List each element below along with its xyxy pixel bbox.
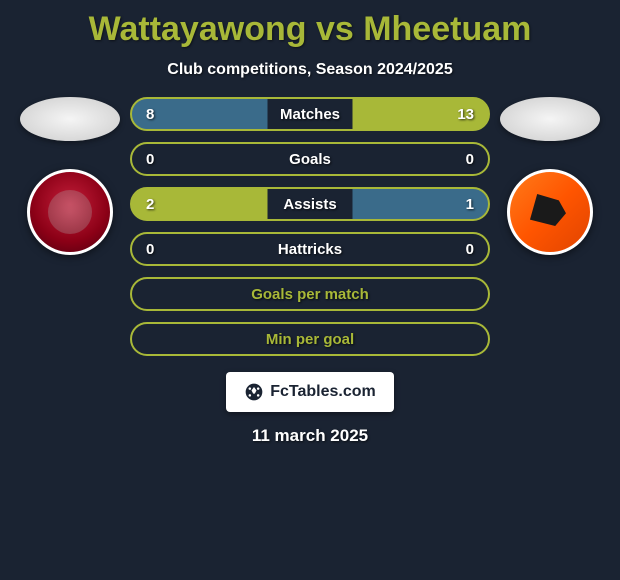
comparison-subtitle: Club competitions, Season 2024/2025 [167,61,452,79]
stat-label: Goals [289,151,331,168]
left-player-photo [20,97,120,141]
stat-right-value: 0 [450,241,474,258]
soccer-icon [244,382,264,402]
stat-left-value: 2 [146,196,170,213]
footer-area: FcTables.com 11 march 2025 [226,372,394,446]
stat-left-value: 0 [146,151,170,168]
stat-left-value: 0 [146,241,170,258]
stat-label: Goals per match [251,286,369,303]
comparison-date: 11 march 2025 [252,426,368,446]
stat-left-value: 8 [146,106,170,123]
branding-logo: FcTables.com [226,372,394,412]
stat-right-value: 1 [450,196,474,213]
stat-right-value: 0 [450,151,474,168]
stat-row: Min per goal [130,322,490,356]
stat-label: Assists [283,196,336,213]
stat-label: Hattricks [278,241,342,258]
right-club-badge [507,169,593,255]
stat-row: Goals per match [130,277,490,311]
stats-column: 8 Matches 13 0 Goals 0 2 Assists 1 0 Hattricks 0 Goa… [130,97,490,356]
stat-row: 2 Assists 1 [130,187,490,221]
stat-row: 0 Hattricks 0 [130,232,490,266]
right-player-photo [500,97,600,141]
stat-row: 8 Matches 13 [130,97,490,131]
comparison-title: Wattayawong vs Mheetuam [89,10,532,49]
left-club-badge [27,169,113,255]
right-player-side [490,97,610,255]
left-player-side [10,97,130,255]
main-comparison-area: 8 Matches 13 0 Goals 0 2 Assists 1 0 Hattricks 0 Goa… [0,97,620,356]
stat-label: Min per goal [266,331,354,348]
stat-row: 0 Goals 0 [130,142,490,176]
branding-text: FcTables.com [270,383,376,401]
stat-label: Matches [280,106,340,123]
stat-right-value: 13 [450,106,474,123]
